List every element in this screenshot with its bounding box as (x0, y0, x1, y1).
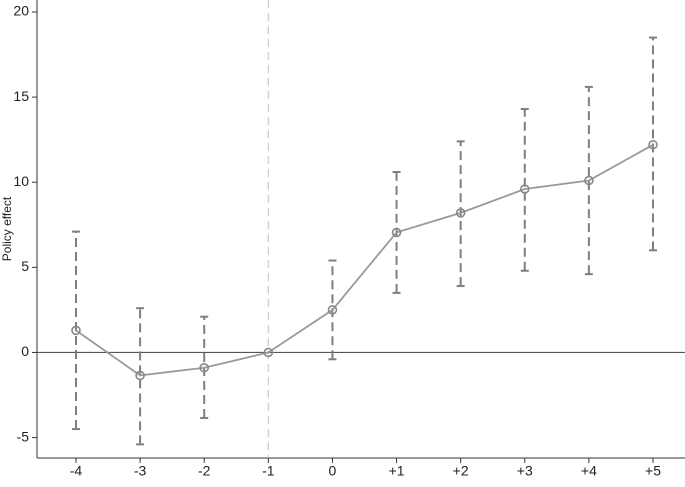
x-tick-label: +2 (453, 463, 469, 479)
y-tick-label: 20 (13, 3, 29, 19)
point (391, 227, 402, 238)
y-tick-label: 0 (21, 343, 29, 359)
y-tick-label: 5 (21, 258, 29, 274)
point (455, 208, 466, 218)
y-tick-label: 15 (13, 88, 29, 104)
x-tick-label: 0 (329, 463, 337, 479)
point (519, 184, 530, 194)
point (327, 305, 338, 315)
y-tick-label: -5 (17, 428, 30, 444)
x-tick-label: +4 (581, 463, 597, 479)
x-tick-label: +3 (517, 463, 533, 479)
point (263, 347, 274, 358)
point (648, 139, 658, 150)
x-tick-label: +1 (389, 463, 405, 479)
point (199, 362, 210, 373)
x-tick-label: -2 (198, 463, 211, 479)
point (584, 175, 594, 186)
point (71, 325, 81, 336)
x-tick-label: -3 (134, 463, 147, 479)
x-tick-label: -1 (262, 463, 275, 479)
point (135, 370, 145, 381)
x-tick-label: +5 (645, 463, 661, 479)
effect-line (75, 143, 654, 377)
y-axis-label: Policy effect (0, 196, 14, 261)
x-tick-label: -4 (70, 463, 83, 479)
y-tick-label: 10 (13, 173, 29, 189)
